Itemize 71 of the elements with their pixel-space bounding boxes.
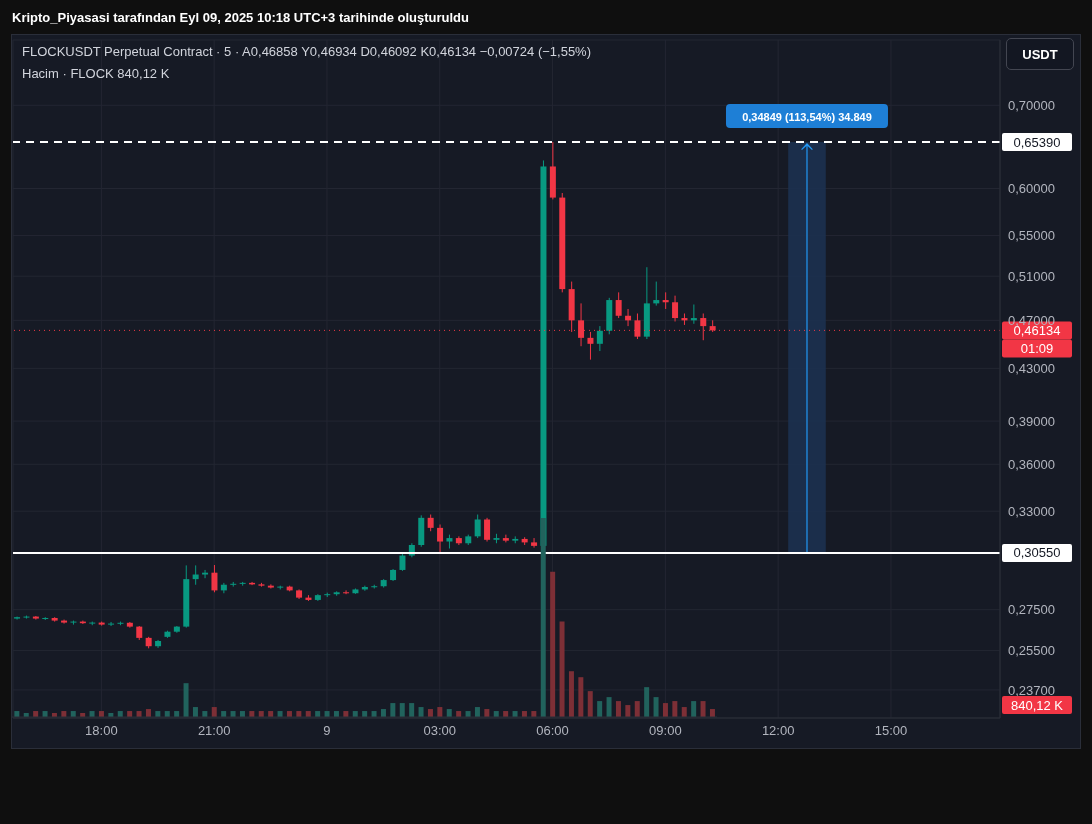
x-tick-label: 15:00	[874, 723, 908, 739]
bar	[634, 701, 640, 717]
bar	[691, 701, 697, 717]
y-tick-label: 0,60000	[1008, 181, 1055, 197]
y-tick-label: 0,36000	[1008, 456, 1055, 472]
bar	[183, 683, 189, 717]
bar	[616, 701, 621, 717]
y-tick-label: 0,33000	[1008, 503, 1055, 519]
bar	[606, 697, 612, 717]
bar	[700, 701, 706, 717]
bar	[475, 707, 480, 717]
candlestick	[484, 517, 491, 543]
text: USDT	[1006, 38, 1074, 70]
chart-title: FLOCKUSDT Perpetual Contract · 5 · A0,46858 Y0,46934 D0,46092 K0,46134 −0,00724 (−1,55%)	[22, 44, 592, 59]
bar	[587, 691, 593, 717]
bar	[409, 703, 415, 717]
bar	[578, 677, 584, 717]
candlestick	[343, 589, 350, 595]
bar	[211, 707, 217, 717]
bar	[644, 687, 650, 717]
bar	[399, 703, 405, 717]
text: 01:09	[1020, 340, 1054, 356]
candlestick	[437, 523, 444, 555]
candlestick	[202, 569, 209, 579]
y-tick-label: 0,39000	[1008, 413, 1055, 429]
candlestick	[672, 295, 679, 322]
y-tick-label: 0,25500	[1008, 643, 1055, 659]
x-tick-label: 06:00	[536, 723, 569, 739]
text: 840,12 K	[1010, 697, 1064, 713]
candlestick	[267, 583, 274, 589]
x-tick-label: 21:00	[197, 723, 231, 739]
x-tick-label: 9	[323, 723, 331, 739]
y-tick-label: 0,55000	[1008, 228, 1055, 244]
bar	[559, 621, 565, 717]
band-label: 0,34849 (113,54%) 34.849	[742, 110, 872, 123]
y-tick-label: 0,27500	[1008, 602, 1055, 618]
y-tick-label: 0,23700	[1008, 682, 1055, 698]
candlestick	[108, 621, 115, 627]
bar	[569, 671, 574, 717]
y-tick-label: 0,70000	[1008, 97, 1055, 113]
y-tick-label: 0,43000	[1008, 360, 1055, 376]
x-tick-label: 03:00	[423, 723, 457, 739]
bar	[193, 707, 198, 717]
bar	[418, 707, 424, 717]
candlestick	[502, 534, 509, 543]
bar	[597, 701, 603, 717]
bar	[681, 707, 687, 717]
bar	[550, 571, 556, 717]
x-tick-label: 18:00	[85, 723, 118, 739]
candlestick	[61, 619, 68, 625]
candlestick	[653, 281, 660, 307]
candlestick	[596, 325, 603, 352]
text: Kripto_Piyasasi tarafından Eyl 09, 2025 10:18 UTC+3 tarihinde oluşturuldu	[12, 10, 469, 25]
candlestick	[587, 331, 594, 361]
bar	[437, 707, 443, 717]
bar	[672, 701, 678, 717]
bar	[390, 703, 396, 717]
bar	[653, 697, 659, 717]
text: Hacim · FLOCK 840,12 K	[22, 66, 170, 81]
x-tick-label: 12:00	[761, 723, 795, 739]
y-tick-label: 0,51000	[1008, 268, 1055, 284]
ref-line-label: 0,30550	[1013, 545, 1061, 561]
candlestick	[474, 514, 481, 539]
candlestick	[32, 615, 39, 621]
candlestick	[531, 537, 538, 549]
candlestick	[211, 564, 218, 593]
bar	[663, 703, 668, 717]
ref-line-label: 0,65390	[1013, 134, 1061, 150]
bar	[625, 705, 631, 717]
candlestick	[615, 291, 622, 319]
x-tick-label: 09:00	[649, 723, 682, 739]
